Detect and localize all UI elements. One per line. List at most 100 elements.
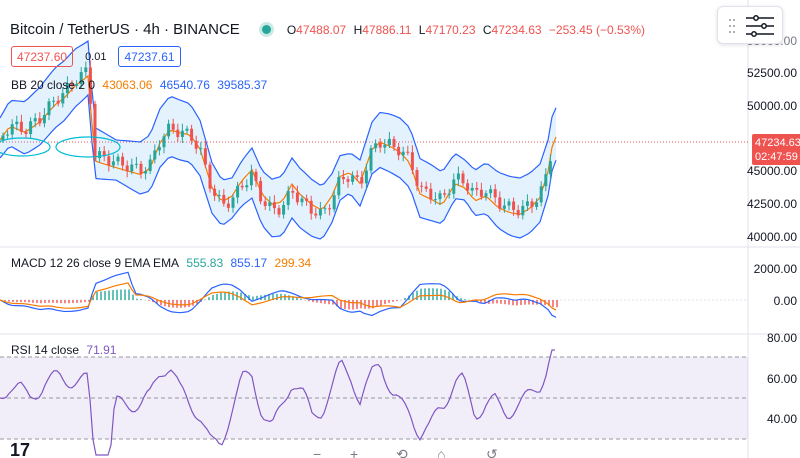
macd-hist-bar (40, 300, 42, 304)
bb-basis-value: 43063.06 (102, 78, 153, 92)
ellipse-drawing (0, 137, 51, 157)
macd-hist-bar (100, 291, 102, 300)
macd-hist-bar (88, 300, 90, 302)
candle-body (245, 185, 249, 188)
candle-body (33, 118, 37, 122)
candle-body (162, 136, 166, 148)
candle-body (346, 179, 350, 182)
macd-signal-line (0, 282, 557, 311)
price-axis-label: 42500.00 (746, 197, 797, 211)
macd-hist-bar (516, 300, 518, 306)
candle-body (47, 101, 51, 116)
macd-legend[interactable]: MACD 12 26 close 9 EMA EMA 555.83 855.17… (11, 256, 312, 270)
candle-body (424, 186, 428, 189)
macd-hist-bar (388, 300, 390, 303)
macd-hist-bar (380, 300, 382, 306)
macd-hist-bar (224, 291, 226, 300)
candle-body (203, 148, 207, 165)
candle-body (507, 201, 511, 206)
candle-body (397, 146, 401, 156)
close-value: 47234.63 (491, 22, 542, 37)
macd-hist-bar (56, 300, 58, 304)
bb-upper-value: 46540.76 (159, 78, 210, 92)
last-price-tag: 47234.63 02:47:59 (752, 134, 800, 165)
macd-hist-bar (344, 300, 346, 309)
candle-body (447, 193, 451, 195)
candle-body (272, 202, 276, 209)
macd-hist-bar (232, 291, 234, 300)
candle-body (208, 164, 212, 189)
macd-hist-bar (552, 300, 554, 308)
candle-body (318, 208, 322, 216)
candle-body (286, 190, 290, 205)
last-price-value: 47234.63 (755, 137, 800, 149)
symbol-legend: Bitcoin / TetherUS · 4h · BINANCE O47488… (10, 21, 649, 38)
macd-hist-bar (32, 300, 34, 303)
price-axis-label: 52500.00 (746, 66, 797, 80)
symbol-title[interactable]: Bitcoin / TetherUS · 4h · BINANCE (10, 21, 240, 38)
rsi-legend[interactable]: RSI 14 close 71.91 (11, 343, 117, 357)
macd-hist-bar (412, 292, 414, 300)
macd-hist-bar (212, 295, 214, 300)
rsi-axis-label: 40.00 (766, 412, 797, 426)
bar-countdown: 02:47:59 (755, 151, 798, 163)
candle-body (484, 193, 488, 197)
candle-body (231, 197, 235, 208)
candle-body (52, 100, 56, 102)
sell-button[interactable]: 47237.60 (11, 46, 74, 67)
reset-button[interactable]: ↺ (486, 446, 498, 458)
change-value: −253.45 (−0.53%) (548, 22, 645, 37)
menu-button[interactable] (717, 6, 783, 44)
macd-axis-label: 2000.00 (753, 262, 797, 276)
candle-body (530, 201, 534, 207)
candle-body (98, 151, 102, 159)
macd-hist-bar (368, 300, 370, 309)
candle-body (134, 163, 138, 165)
macd-hist-bar (520, 300, 522, 305)
candle-body (305, 198, 309, 201)
macd-hist-bar (476, 300, 478, 302)
macd-hist-bar (316, 300, 318, 303)
macd-hist-bar (36, 300, 38, 304)
macd-hist-bar (292, 296, 294, 300)
buy-button[interactable]: 47237.61 (118, 46, 181, 67)
macd-line (0, 271, 557, 318)
candle-body (383, 145, 387, 148)
home-button[interactable]: ⌂ (437, 446, 446, 458)
bb-legend[interactable]: BB 20 close 2 0 43063.06 46540.76 39585.… (11, 78, 268, 92)
candle-body (263, 201, 267, 207)
macd-hist-bar (384, 300, 386, 305)
candle-body (10, 124, 14, 135)
macd-hist-bar (208, 297, 210, 300)
zoom-out-button[interactable]: − (313, 446, 322, 458)
candle-body (351, 175, 355, 182)
scroll-left-button[interactable]: ⟲ (396, 446, 408, 458)
candle-body (222, 194, 226, 204)
macd-hist-bar (48, 300, 50, 303)
candle-body (93, 103, 97, 159)
macd-hist-bar (372, 300, 374, 309)
price-axis-label: 45000.00 (746, 164, 797, 178)
candle-body (502, 205, 506, 209)
candle-body (111, 161, 115, 166)
macd-hist-bar (416, 290, 418, 300)
menu-lines-icon (729, 15, 774, 37)
macd-hist-bar (500, 300, 502, 304)
macd-hist-bar (392, 300, 394, 302)
candle-body (341, 177, 345, 180)
macd-hist-bar (332, 300, 334, 305)
bb-upper-line (0, 40, 557, 186)
candle-body (277, 208, 281, 215)
zoom-in-button[interactable]: + (350, 446, 359, 458)
macd-hist-bar (424, 288, 426, 300)
macd-hist-bar (532, 300, 534, 305)
macd-hist-bar (512, 300, 514, 306)
macd-hist-bar (376, 300, 378, 307)
candle-body (226, 203, 230, 208)
candle-body (157, 147, 161, 151)
candle-body (121, 156, 125, 166)
tradingview-logo-icon[interactable]: 17 (10, 440, 31, 458)
macd-hist-bar (196, 300, 198, 304)
macd-hist-bar (268, 294, 270, 300)
